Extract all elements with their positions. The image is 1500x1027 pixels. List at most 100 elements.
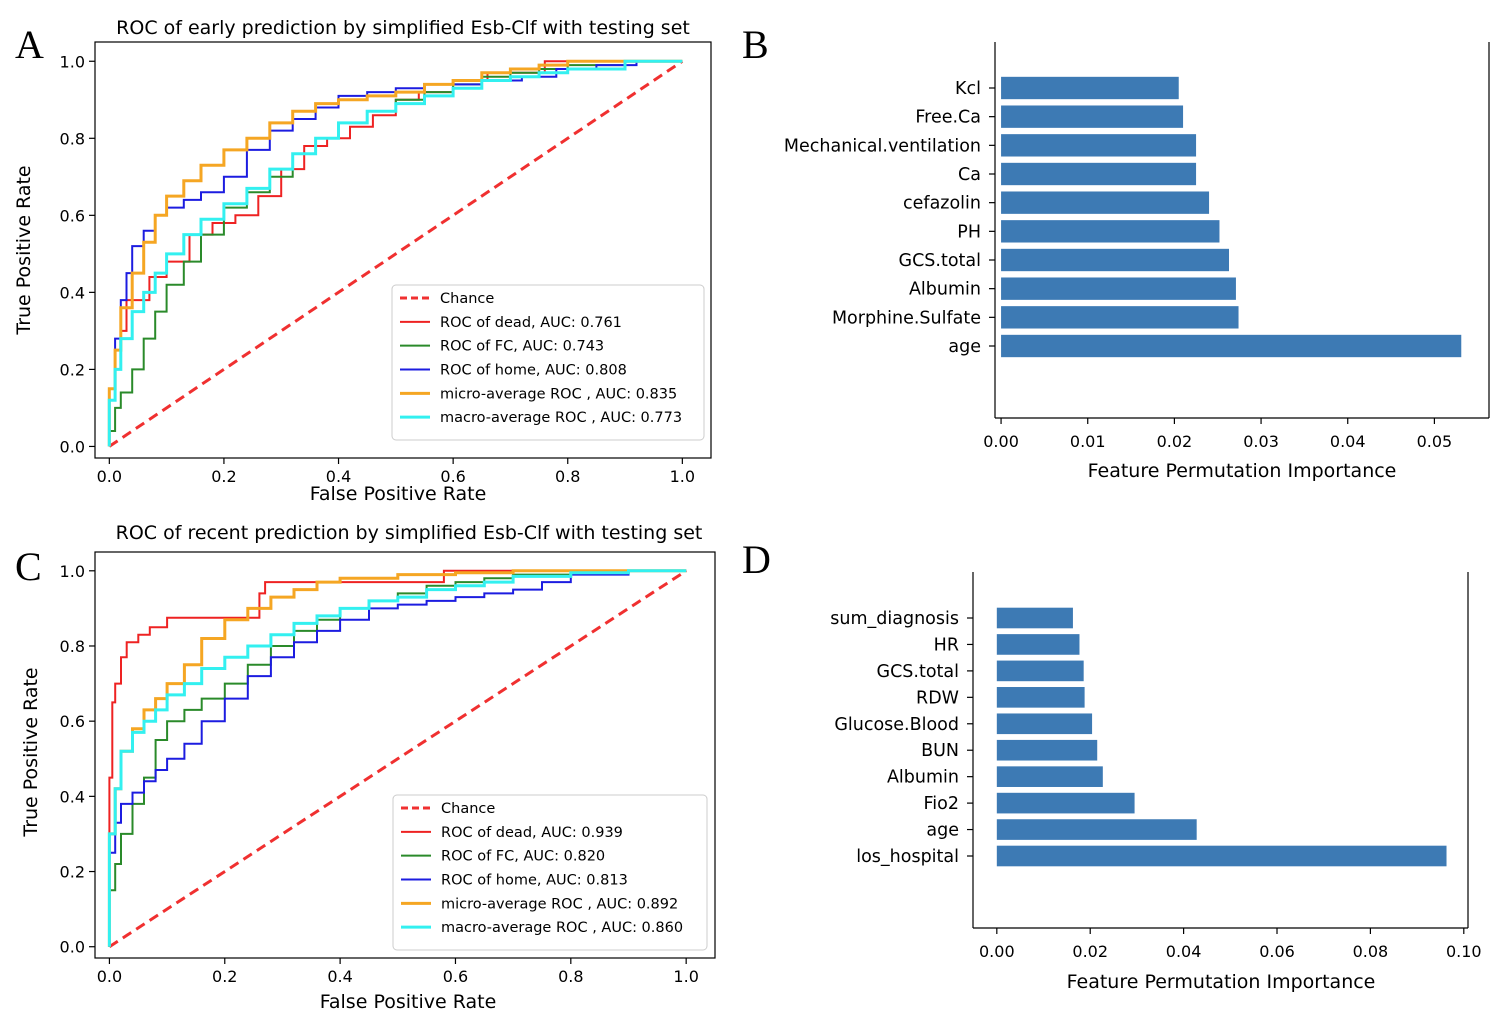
series-line-5 [107, 59, 683, 447]
x-tick-label: 1.0 [673, 967, 698, 986]
x-tick-label: 0.2 [211, 467, 236, 486]
category-label: BUN [921, 741, 959, 761]
x-tick-label: 0.03 [1243, 432, 1279, 451]
y-axis-label: True Positive Rate [20, 667, 42, 837]
category-label: Mechanical.ventilation [784, 136, 981, 156]
series-line-0 [108, 60, 684, 448]
x-tick-label: 0.10 [1446, 942, 1482, 961]
plot-frame [94, 551, 716, 959]
category-label: RDW [916, 688, 959, 708]
x-tick-label: 0.08 [1353, 942, 1389, 961]
bar [996, 607, 1073, 629]
bar [1001, 76, 1179, 100]
x-tick-label: 0.02 [1157, 432, 1193, 451]
bar [996, 687, 1085, 708]
category-label: PH [957, 222, 981, 242]
y-tick-label: 0.6 [60, 712, 85, 731]
x-tick-label: 0.8 [558, 967, 583, 986]
category-label: Morphine.Sulfate [832, 308, 981, 328]
legend-entry: micro-average ROC , AUC: 0.835 [440, 386, 677, 402]
legend-entry: ROC of dead, AUC: 0.761 [440, 315, 622, 331]
chart-title: ROC of recent prediction by simplified E… [116, 522, 703, 544]
x-tick-label: 0.4 [327, 967, 352, 986]
category-label: age [926, 821, 959, 841]
x-tick-label: 0.04 [1330, 432, 1366, 451]
bar [1001, 105, 1184, 128]
series-line-3 [108, 569, 687, 947]
legend: Chance ROC of dead, AUC: 0.939 ROC of FC, … [392, 794, 708, 951]
category-label: Ca [958, 165, 981, 185]
y-tick-label: 0.2 [60, 863, 85, 882]
x-tick-label: 0.04 [1166, 942, 1202, 961]
x-tick-label: 0.01 [1070, 432, 1106, 451]
series-line-4 [107, 59, 683, 447]
chart-title: ROC of early prediction by simplified Es… [116, 17, 690, 39]
x-tick-label: 0.2 [212, 967, 237, 986]
category-label: Kcl [955, 79, 981, 99]
series-line-2 [108, 569, 687, 947]
bar [996, 660, 1084, 682]
x-tick-label: 0.02 [1072, 942, 1108, 961]
bar [996, 819, 1197, 840]
x-tick-label: 0.06 [1259, 942, 1295, 961]
legend-entry: ROC of FC, AUC: 0.820 [441, 849, 605, 865]
category-label: HR [934, 635, 959, 655]
category-label: Free.Ca [915, 108, 981, 128]
x-tick-label: 0.0 [97, 467, 122, 486]
y-tick-label: 0.2 [60, 360, 85, 379]
y-tick-label: 1.0 [60, 52, 85, 71]
legend-entry: ROC of FC, AUC: 0.743 [440, 339, 604, 355]
category-label: sum_diagnosis [830, 609, 959, 629]
panel-letter-b: B [742, 22, 769, 67]
category-label: Glucose.Blood [834, 715, 959, 735]
category-label: Albumin [887, 768, 959, 788]
x-axis-label: Feature Permutation Importance [1067, 971, 1376, 993]
x-tick-label: 1.0 [670, 467, 695, 486]
bar [1001, 134, 1197, 157]
importance-chart-recent: sum_diagnosis HR GCS.total RDW Glucose.Blood… [830, 572, 1482, 993]
bar [996, 766, 1103, 787]
bar [1001, 334, 1462, 358]
series-line-3 [108, 60, 683, 447]
x-tick-label: 0.8 [555, 467, 580, 486]
y-tick-label: 0.0 [60, 938, 85, 957]
category-label: GCS.total [877, 662, 959, 682]
y-tick-label: 1.0 [60, 562, 85, 581]
importance-chart-early: Kcl Free.Ca Mechanical.ventilation Ca cefazo… [784, 42, 1490, 482]
roc-chart-early: ROC of early prediction by simplified Es… [13, 17, 712, 505]
category-label: GCS.total [899, 251, 981, 271]
roc-chart-recent: ROC of recent prediction by simplified E… [20, 522, 716, 1013]
panel-letter-c: C [15, 544, 42, 589]
bar [1001, 277, 1236, 300]
bar [1001, 220, 1220, 243]
category-label: age [948, 337, 981, 357]
x-tick-label: 0.00 [983, 432, 1019, 451]
x-axis-label: False Positive Rate [310, 483, 487, 505]
x-tick-label: 0.6 [440, 467, 465, 486]
bar [996, 713, 1093, 735]
x-tick-label: 0.00 [979, 942, 1015, 961]
legend-entry: macro-average ROC , AUC: 0.860 [441, 920, 683, 936]
legend-entry: ROC of dead, AUC: 0.939 [441, 825, 623, 841]
series-line-5 [107, 569, 687, 947]
bar [996, 739, 1098, 761]
legend-entry: ROC of home, AUC: 0.813 [441, 873, 628, 889]
y-axis-label: True Positive Rate [13, 165, 35, 335]
y-tick-label: 0.4 [60, 787, 85, 806]
category-label: cefazolin [903, 194, 981, 214]
panel-letter-a: A [15, 22, 44, 67]
y-tick-label: 0.0 [60, 437, 85, 456]
legend-entry: micro-average ROC , AUC: 0.892 [441, 896, 678, 912]
legend-entry: Chance [440, 291, 494, 307]
x-tick-label: 0.6 [443, 967, 468, 986]
x-tick-label: 0.05 [1417, 432, 1453, 451]
y-tick-label: 0.6 [60, 206, 85, 225]
legend-entry: Chance [441, 801, 495, 817]
bar [1001, 191, 1210, 214]
bar [996, 792, 1135, 814]
series-line-1 [108, 569, 687, 947]
x-axis-label: Feature Permutation Importance [1088, 460, 1397, 482]
bar [1001, 162, 1197, 186]
y-tick-label: 0.4 [60, 283, 85, 302]
